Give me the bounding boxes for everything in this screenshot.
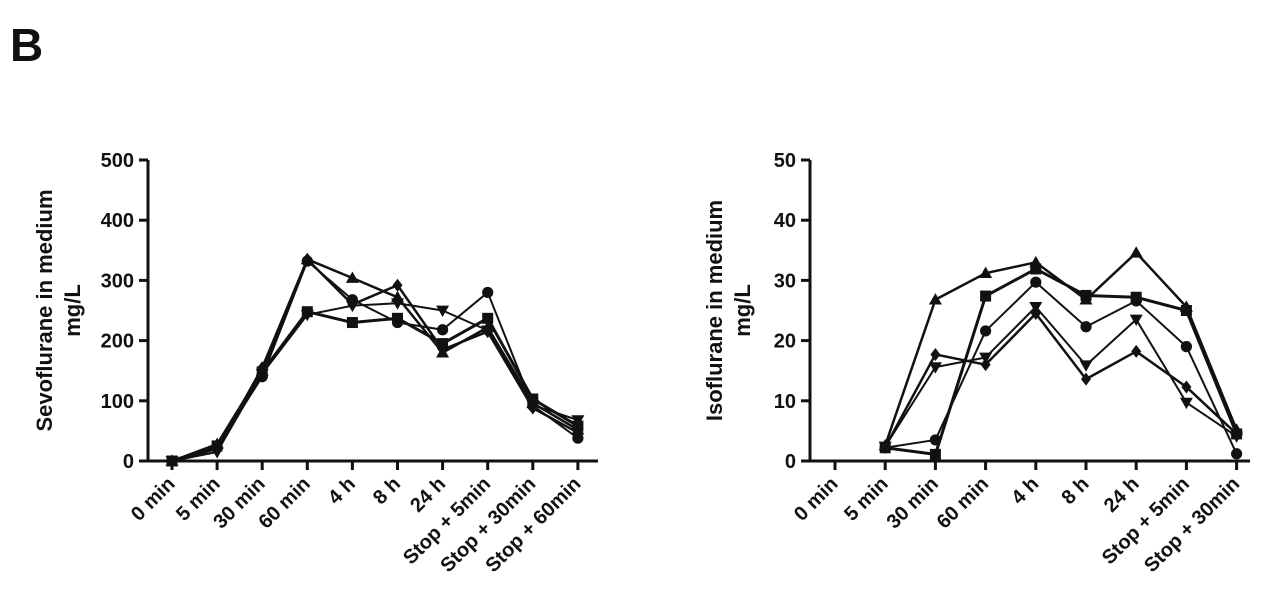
- series-diamond: [167, 252, 583, 468]
- data-point: [1180, 341, 1192, 353]
- y-tick-label: 0: [785, 451, 796, 473]
- x-tick-label: 60 min: [254, 473, 314, 533]
- data-point: [482, 312, 494, 324]
- data-point: [979, 266, 993, 279]
- x-tick-label: 8 h: [369, 473, 405, 509]
- y-tick-label: 500: [101, 150, 134, 172]
- data-point: [1131, 344, 1142, 358]
- data-point: [345, 271, 359, 283]
- data-point: [300, 309, 314, 322]
- data-point: [928, 362, 942, 374]
- data-point: [1081, 372, 1091, 386]
- data-point: [1130, 291, 1142, 303]
- data-point: [167, 454, 177, 468]
- data-point: [1030, 263, 1042, 275]
- data-point: [1179, 397, 1193, 410]
- data-point: [1029, 255, 1043, 268]
- data-point: [436, 305, 450, 317]
- y-axis-unit: mg/L: [60, 284, 85, 337]
- series-diamond: [880, 307, 1242, 454]
- x-tick-label: 30 min: [883, 473, 943, 533]
- data-point: [1030, 307, 1041, 321]
- x-tick-label: 4 h: [1007, 473, 1043, 509]
- data-point: [980, 290, 992, 302]
- data-point: [571, 415, 585, 427]
- series-line: [171, 310, 579, 463]
- data-point: [346, 317, 358, 329]
- data-point: [392, 278, 403, 292]
- y-tick-label: 300: [101, 270, 134, 292]
- data-point: [257, 361, 268, 375]
- series-line: [884, 312, 1238, 448]
- data-point: [930, 347, 941, 361]
- data-point: [980, 358, 991, 372]
- data-point: [482, 286, 494, 299]
- series-line: [171, 258, 579, 463]
- data-point: [1079, 293, 1093, 305]
- series-line: [171, 258, 579, 463]
- y-axis-label: Sevoflurane in medium: [32, 189, 57, 431]
- data-point: [1179, 300, 1193, 312]
- series-line: [884, 305, 1238, 448]
- y-tick-label: 200: [101, 331, 134, 353]
- data-point: [928, 293, 942, 305]
- data-point: [437, 324, 449, 336]
- series-line: [171, 260, 579, 462]
- data-point: [302, 252, 313, 266]
- data-point: [1129, 246, 1143, 258]
- series-line: [885, 267, 1238, 456]
- x-tick-label: 4 h: [324, 473, 360, 509]
- data-point: [980, 325, 992, 337]
- y-tick-label: 20: [774, 331, 796, 353]
- data-point: [1030, 276, 1042, 288]
- data-point: [212, 442, 223, 456]
- x-tick-label: 60 min: [933, 473, 993, 533]
- data-point: [1079, 360, 1093, 372]
- data-point: [880, 440, 891, 454]
- series-line: [884, 251, 1238, 446]
- data-point: [347, 297, 358, 311]
- y-tick-label: 400: [101, 210, 134, 232]
- y-tick-label: 0: [123, 451, 134, 473]
- y-axis-unit: mg/L: [730, 284, 755, 337]
- data-point: [1129, 314, 1143, 327]
- data-point: [1181, 380, 1192, 394]
- y-tick-label: 50: [774, 150, 796, 172]
- data-point: [392, 312, 403, 324]
- data-point: [1231, 427, 1242, 441]
- series-triangle-down: [878, 302, 1244, 454]
- panel-label: B: [10, 19, 44, 71]
- y-tick-label: 30: [774, 270, 796, 292]
- data-point: [391, 298, 404, 310]
- x-tick-label: 8 h: [1058, 473, 1094, 509]
- x-tick-label: 0 min: [127, 473, 180, 526]
- data-point: [1231, 448, 1243, 460]
- data-point: [1080, 321, 1092, 333]
- series-square: [879, 263, 1243, 460]
- y-tick-label: 10: [774, 391, 796, 413]
- x-tick-label: 0 min: [790, 473, 843, 526]
- data-point: [437, 343, 448, 357]
- data-point: [572, 426, 583, 440]
- y-axis-label: Isoflurane in medium: [702, 200, 727, 421]
- y-tick-label: 40: [774, 210, 796, 232]
- data-point: [929, 448, 941, 460]
- series-line: [885, 281, 1238, 455]
- y-tick-label: 100: [101, 391, 134, 413]
- data-point: [527, 401, 538, 415]
- data-point: [482, 325, 493, 339]
- x-tick-label: 24 h: [1100, 473, 1144, 517]
